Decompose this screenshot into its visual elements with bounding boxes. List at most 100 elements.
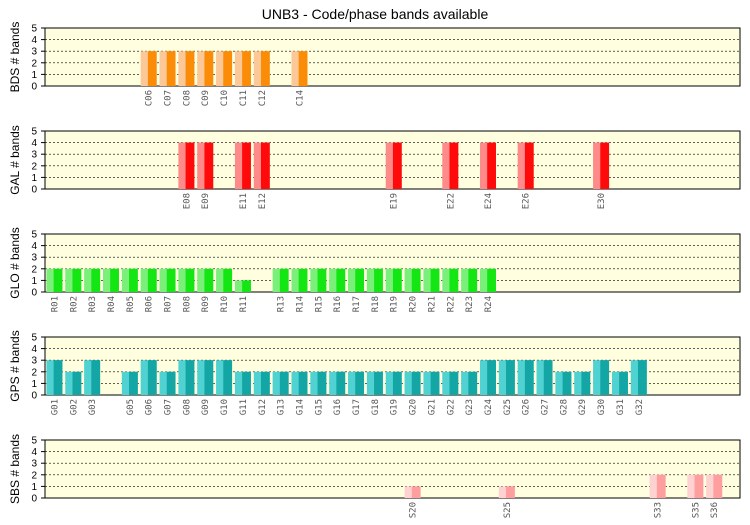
bar	[291, 371, 308, 395]
bar-shade	[506, 486, 515, 498]
bar	[234, 51, 251, 86]
x-tick-label: G03	[88, 399, 98, 415]
bar-shade	[204, 142, 214, 189]
y-tick-label: 2	[31, 161, 37, 172]
bar-shade	[581, 371, 591, 395]
bar	[102, 268, 119, 292]
y-tick-label: 3	[31, 47, 37, 58]
bar-shade	[91, 268, 101, 292]
bar-shade	[91, 360, 101, 395]
bar-shade	[223, 51, 233, 86]
x-tick-label: G32	[635, 399, 645, 415]
bar-shade	[166, 268, 176, 292]
bar-shade	[166, 51, 176, 86]
x-tick-label: G18	[371, 399, 381, 415]
bar	[385, 142, 402, 189]
x-tick-label: R11	[239, 296, 249, 312]
x-tick-label: R02	[69, 296, 79, 312]
bar	[84, 268, 101, 292]
bar-shade	[204, 268, 214, 292]
bar-shade	[260, 371, 270, 395]
bar-shade	[430, 371, 440, 395]
y-tick-label: 1	[31, 482, 37, 493]
bar	[329, 268, 346, 292]
x-tick-label: G22	[446, 399, 456, 415]
x-tick-label: R08	[182, 296, 192, 312]
x-tick-label: R20	[409, 296, 419, 312]
x-tick-label: R03	[88, 296, 98, 312]
bar-shade	[298, 51, 308, 86]
bar	[178, 360, 195, 395]
x-tick-label: C11	[239, 90, 249, 106]
x-tick-label: S35	[691, 502, 701, 518]
bar-shade	[166, 371, 176, 395]
bar	[423, 268, 440, 292]
x-tick-label: G13	[277, 399, 287, 415]
bar-shade	[242, 371, 251, 395]
bar-shade	[260, 142, 270, 189]
y-tick-label: 5	[31, 333, 37, 344]
bar	[574, 371, 591, 395]
x-tick-label: G14	[295, 399, 305, 415]
bar	[197, 268, 214, 292]
bar	[178, 268, 195, 292]
bar	[442, 371, 459, 395]
x-tick-label: R06	[145, 296, 155, 312]
bar	[291, 268, 308, 292]
x-tick-label: R07	[164, 296, 174, 312]
x-tick-label: R21	[427, 296, 437, 312]
bar-shade	[487, 360, 496, 395]
y-tick-label: 2	[31, 58, 37, 69]
bar-shade	[487, 142, 496, 189]
x-tick-label: R23	[465, 296, 475, 312]
x-tick-label: G23	[465, 399, 475, 415]
bar	[366, 371, 383, 395]
x-tick-label: G19	[390, 399, 400, 415]
bar	[197, 360, 214, 395]
bar	[498, 360, 515, 395]
x-tick-label: E30	[597, 193, 607, 209]
bar	[121, 371, 138, 395]
bar	[348, 371, 365, 395]
bar-shade	[449, 142, 459, 189]
x-tick-label: S33	[654, 502, 664, 518]
bar	[517, 142, 534, 189]
bar-shade	[147, 51, 157, 86]
x-tick-label: S25	[503, 502, 513, 518]
x-tick-label: G11	[239, 399, 249, 415]
x-tick-label: G09	[201, 399, 211, 415]
bar-shade	[374, 268, 383, 292]
x-tick-label: R01	[50, 296, 60, 312]
bar	[216, 51, 233, 86]
bar	[140, 268, 157, 292]
x-tick-label: G30	[597, 399, 607, 415]
bar-shade	[468, 268, 478, 292]
bar-shade	[411, 486, 421, 498]
y-tick-label: 5	[31, 127, 37, 138]
bar	[385, 371, 402, 395]
bar-shade	[600, 360, 610, 395]
bar	[442, 142, 459, 189]
bar-shade	[204, 51, 214, 86]
bar-shade	[242, 51, 251, 86]
bar-shade	[298, 371, 308, 395]
x-tick-label: S36	[710, 502, 720, 518]
x-tick-label: G08	[182, 399, 192, 415]
bar	[687, 474, 704, 498]
bar	[159, 268, 176, 292]
bar-shade	[129, 268, 138, 292]
bar	[140, 360, 157, 395]
y-tick-label: 1	[31, 379, 37, 390]
bar	[329, 371, 346, 395]
x-tick-label: R05	[126, 296, 136, 312]
x-tick-label: G26	[522, 399, 532, 415]
x-tick-label: G02	[69, 399, 79, 415]
bar-shade	[336, 371, 346, 395]
bar-shade	[53, 360, 63, 395]
y-tick-label: 2	[31, 367, 37, 378]
bar	[272, 371, 289, 395]
y-axis-label: SBS # bands	[8, 434, 22, 504]
x-tick-label: G07	[164, 399, 174, 415]
